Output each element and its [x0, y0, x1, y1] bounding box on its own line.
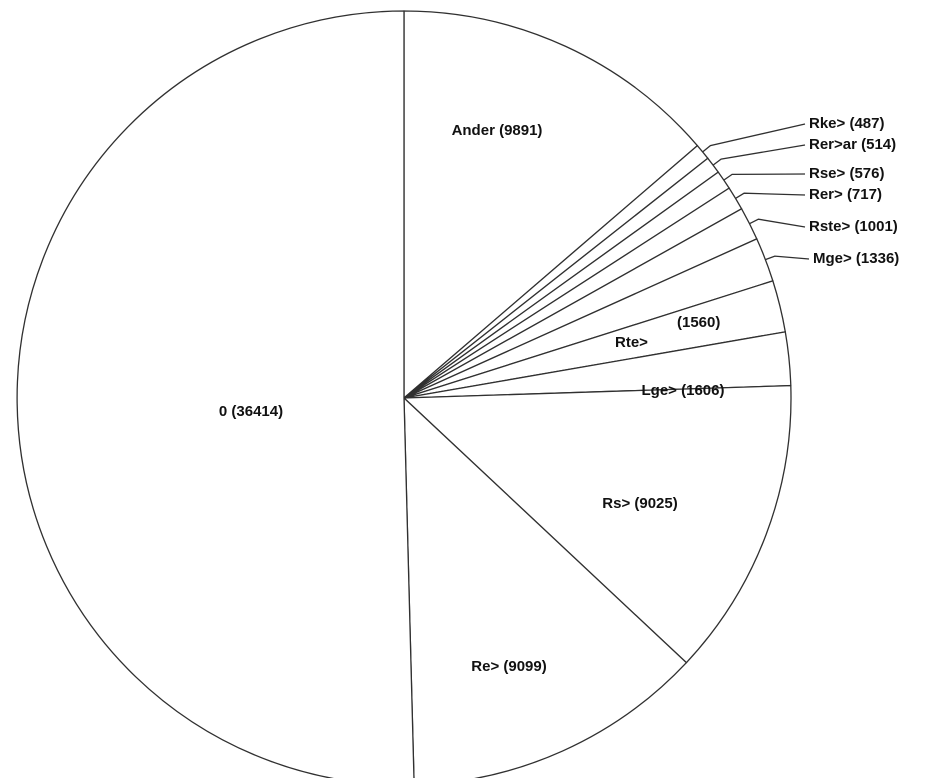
slice-labels: Ander (9891) Rke> (487) Rer>ar (514) Rse> (…: [219, 115, 899, 675]
label-rs: Rs> (9025): [602, 495, 677, 512]
leader-rer: [735, 192, 806, 199]
leader-lines: [702, 123, 810, 261]
label-rste: Rste> (1001): [809, 218, 898, 235]
label-rse: Rse> (576): [809, 165, 884, 182]
slice-rs: [402, 384, 792, 664]
label-mge: Mge> (1336): [813, 250, 899, 267]
leader-rse: [723, 173, 806, 181]
label-ander: Ander (9891): [452, 122, 543, 139]
label-rer-ar: Rer>ar (514): [809, 136, 896, 153]
slice-0: [16, 10, 415, 778]
slice-re: [403, 396, 688, 778]
leader-rer-ar: [712, 144, 806, 166]
label-re: Re> (9099): [471, 658, 546, 675]
leader-rste: [749, 218, 806, 228]
leader-mge: [765, 255, 810, 261]
label-lge: Lge> (1606): [642, 382, 725, 399]
leader-rke: [702, 123, 806, 153]
label-0: 0 (36414): [219, 403, 283, 420]
label-rte: Rte>: [615, 334, 648, 351]
label-rer: Rer> (717): [809, 186, 882, 203]
pie-slices: [16, 10, 792, 778]
value-label-rte: (1560): [677, 314, 720, 331]
label-rke: Rke> (487): [809, 115, 884, 132]
slice-ander: [403, 10, 699, 400]
